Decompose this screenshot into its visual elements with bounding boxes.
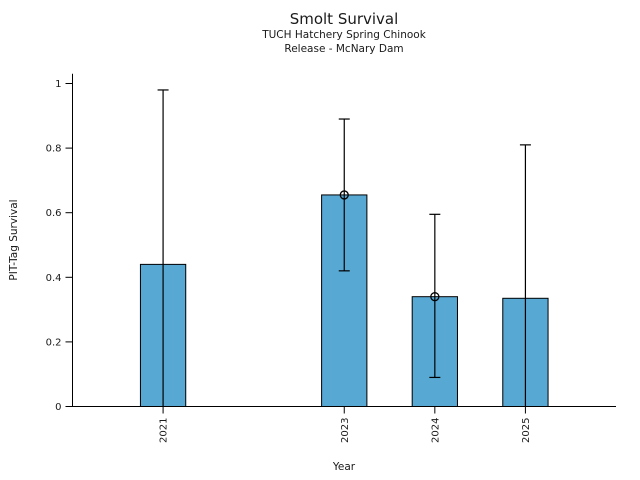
y-tick-label: 0 bbox=[55, 402, 61, 413]
x-tick-label: 2024 bbox=[430, 418, 441, 443]
y-tick-label: 0.4 bbox=[46, 273, 62, 284]
x-tick-label: 2021 bbox=[159, 418, 170, 443]
y-tick-label: 0.2 bbox=[46, 337, 62, 348]
chart-header: Smolt Survival TUCH Hatchery Spring Chin… bbox=[72, 10, 616, 56]
x-tick-label: 2025 bbox=[521, 418, 532, 443]
chart-subtitle-2: Release - McNary Dam bbox=[284, 42, 404, 55]
chart-title: Smolt Survival bbox=[289, 10, 399, 28]
y-tick-label: 1 bbox=[55, 79, 61, 90]
chart-subtitle-1: TUCH Hatchery Spring Chinook bbox=[262, 29, 426, 41]
x-axis-label: Year bbox=[332, 461, 356, 473]
y-tick-label: 0.6 bbox=[46, 208, 62, 219]
x-tick-label: 2023 bbox=[340, 418, 351, 443]
y-tick-label: 0.8 bbox=[46, 144, 62, 155]
point-marker bbox=[339, 190, 349, 200]
point-marker bbox=[430, 292, 440, 302]
